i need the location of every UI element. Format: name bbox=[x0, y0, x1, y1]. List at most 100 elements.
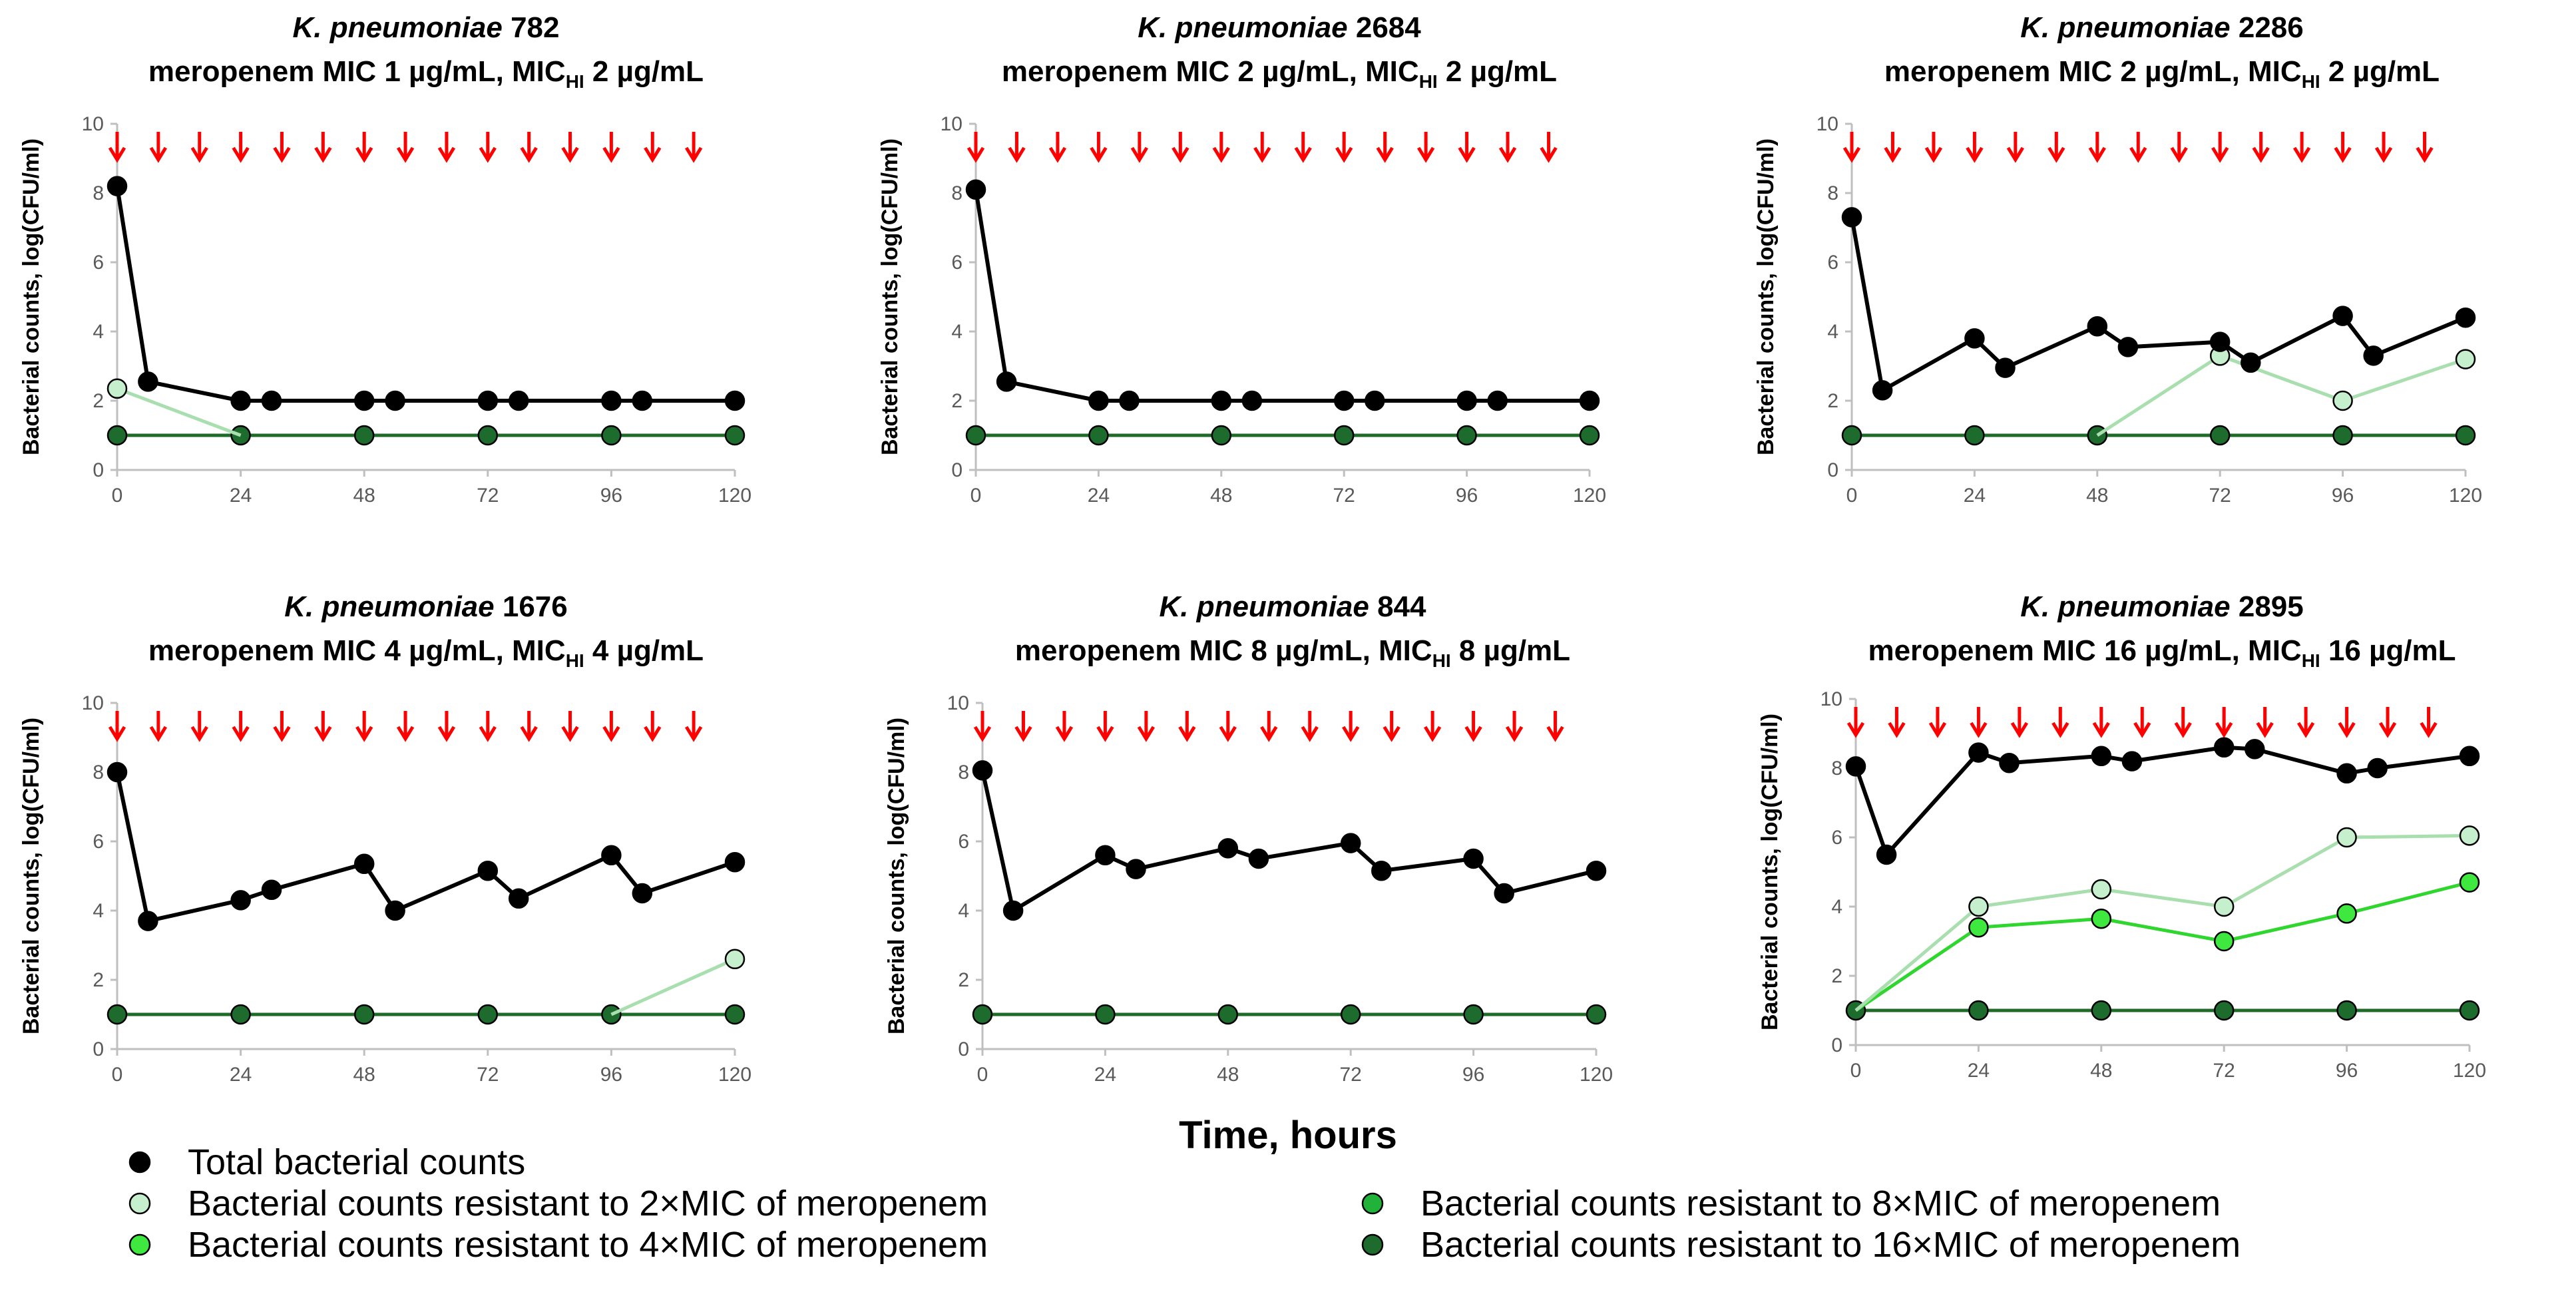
dose-arrow bbox=[1464, 711, 1482, 742]
dose-arrow bbox=[355, 132, 373, 163]
data-point-res16 bbox=[972, 1004, 993, 1025]
chart-title-mic: meropenem MIC 8 µg/mL, MICHI 8 µg/mL bbox=[1015, 634, 1570, 671]
y-tick-label: 4 bbox=[1831, 896, 1842, 918]
data-point-res16 bbox=[477, 1004, 499, 1025]
x-tick-label: 24 bbox=[1964, 485, 1986, 507]
series-res16 bbox=[972, 1004, 1607, 1025]
dose-arrow bbox=[437, 132, 456, 163]
series-line-res2 bbox=[1854, 833, 2470, 1012]
data-point-res16 bbox=[2455, 425, 2476, 446]
dose-arrow bbox=[1055, 711, 1074, 742]
data-point-total bbox=[1841, 207, 1862, 228]
data-point-total bbox=[107, 761, 128, 783]
dose-arrow bbox=[2378, 707, 2397, 738]
series-total bbox=[965, 179, 1600, 411]
chart-title-mic: meropenem MIC 16 µg/mL, MICHI 16 µg/mL bbox=[1868, 634, 2456, 671]
dose-arrow bbox=[232, 711, 250, 742]
dose-arrow bbox=[2211, 132, 2229, 163]
data-point-total bbox=[2459, 746, 2480, 767]
charts-layer: K. pneumoniae 782 meropenem MIC 1 µg/mL, … bbox=[19, 11, 2486, 1086]
data-point-res16 bbox=[2459, 1000, 2480, 1021]
x-tick-label: 96 bbox=[2332, 485, 2354, 507]
dose-arrow bbox=[1424, 711, 1442, 742]
data-point-total bbox=[2209, 331, 2231, 352]
data-point-total bbox=[477, 390, 499, 411]
data-point-total bbox=[2332, 306, 2353, 326]
y-tick-label: 8 bbox=[1827, 182, 1838, 204]
dose-arrow bbox=[1301, 711, 1319, 742]
dose-arrow bbox=[685, 711, 703, 742]
y-tick-label: 10 bbox=[82, 113, 104, 135]
dose-arrow bbox=[1260, 711, 1278, 742]
y-axis-label: Bacterial counts, log(CFU/ml) bbox=[19, 718, 44, 1034]
series-total bbox=[972, 760, 1607, 921]
data-point-res2 bbox=[724, 949, 746, 970]
series-line-res2 bbox=[610, 957, 736, 1016]
data-point-total bbox=[1487, 390, 1508, 411]
dose-arrow bbox=[1966, 132, 1984, 163]
x-tick-label: 0 bbox=[977, 1064, 988, 1086]
x-tick-label: 24 bbox=[230, 1064, 252, 1086]
data-point-res16 bbox=[1579, 425, 1600, 446]
data-point-total bbox=[972, 760, 993, 781]
data-point-total bbox=[1088, 390, 1109, 411]
data-point-total bbox=[1211, 390, 1232, 411]
chart-title-strain: K. pneumoniae 844 bbox=[1159, 590, 1426, 623]
x-tick-label: 24 bbox=[1968, 1060, 1990, 1082]
dose-arrow bbox=[1253, 132, 1271, 163]
dose-arrow bbox=[2334, 132, 2352, 163]
y-tick-label: 8 bbox=[93, 182, 104, 204]
data-point-res16 bbox=[1211, 425, 1232, 446]
data-point-total bbox=[508, 888, 529, 909]
y-tick-label: 2 bbox=[951, 390, 963, 412]
data-point-res4 bbox=[2459, 872, 2480, 893]
series-res16 bbox=[965, 425, 1600, 446]
data-point-total bbox=[1872, 380, 1893, 401]
data-point-res16 bbox=[107, 425, 128, 446]
data-point-res16 bbox=[2091, 1000, 2112, 1021]
series-res4 bbox=[1854, 872, 2480, 1012]
dose-arrow bbox=[273, 711, 291, 742]
chart-title-strain: K. pneumoniae 1676 bbox=[284, 590, 567, 623]
y-tick-label: 2 bbox=[93, 969, 104, 991]
dose-arrow bbox=[1383, 711, 1400, 742]
legend-marker bbox=[128, 1151, 151, 1174]
x-tick-label: 48 bbox=[1210, 485, 1232, 507]
data-point-total bbox=[1999, 752, 2020, 773]
data-point-total bbox=[477, 860, 499, 881]
data-point-total bbox=[385, 390, 405, 411]
dose-arrow bbox=[966, 132, 985, 163]
y-tick-label: 0 bbox=[93, 459, 104, 481]
data-point-total bbox=[138, 911, 158, 931]
chart-panel-6: K. pneumoniae 2895 meropenem MIC 16 µg/mL… bbox=[1757, 590, 2486, 1082]
data-point-res16 bbox=[477, 425, 499, 446]
data-point-total bbox=[2241, 352, 2261, 373]
data-point-total bbox=[1126, 859, 1146, 879]
data-point-res16 bbox=[1841, 425, 1862, 446]
dose-arrow bbox=[1498, 132, 1517, 163]
dose-arrow bbox=[520, 132, 538, 163]
data-point-res4 bbox=[2336, 903, 2357, 924]
dose-arrow bbox=[2129, 132, 2147, 163]
y-axis-label: Bacterial counts, log(CFU/ml) bbox=[19, 138, 44, 455]
data-point-total bbox=[107, 176, 128, 196]
dose-arrow bbox=[2174, 707, 2192, 738]
chart-panel-1: K. pneumoniae 782 meropenem MIC 1 µg/mL, … bbox=[19, 11, 751, 507]
dose-arrow bbox=[2252, 132, 2270, 163]
y-axis-label: Bacterial counts, log(CFU/ml) bbox=[1753, 138, 1779, 455]
series-res2 bbox=[2096, 345, 2476, 437]
x-tick-label: 0 bbox=[1846, 485, 1858, 507]
dose-arrow bbox=[190, 132, 208, 163]
x-tick-label: 0 bbox=[112, 1064, 123, 1086]
data-point-total bbox=[1876, 844, 1897, 865]
data-point-res2 bbox=[2091, 879, 2112, 900]
chart-panel-3: K. pneumoniae 2286 meropenem MIC 2 µg/mL,… bbox=[1753, 11, 2482, 507]
dose-arrow bbox=[1546, 711, 1564, 742]
chart-title-mic: meropenem MIC 1 µg/mL, MICHI 2 µg/mL bbox=[148, 55, 704, 92]
dose-arrow bbox=[1335, 132, 1353, 163]
x-tick-label: 48 bbox=[1217, 1064, 1239, 1086]
legend-label: Bacterial counts resistant to 8×MIC of m… bbox=[1420, 1184, 2221, 1223]
data-point-total bbox=[601, 390, 622, 411]
x-tick-label: 96 bbox=[1462, 1064, 1484, 1086]
series-total bbox=[1845, 737, 2480, 865]
